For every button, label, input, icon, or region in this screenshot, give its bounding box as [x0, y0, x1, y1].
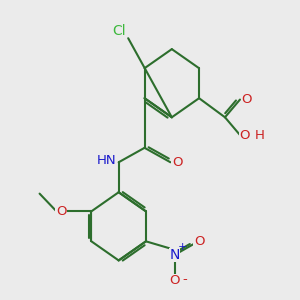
Text: O: O [240, 128, 250, 142]
Text: N: N [169, 248, 180, 262]
Text: -: - [183, 273, 188, 286]
Text: O: O [242, 93, 252, 106]
Text: HN: HN [97, 154, 116, 166]
Text: O: O [56, 205, 67, 218]
Text: O: O [169, 274, 180, 287]
Text: O: O [194, 235, 204, 248]
Text: +: + [178, 242, 187, 252]
Text: O: O [172, 156, 182, 169]
Text: H: H [255, 128, 265, 142]
Text: Cl: Cl [112, 24, 125, 38]
